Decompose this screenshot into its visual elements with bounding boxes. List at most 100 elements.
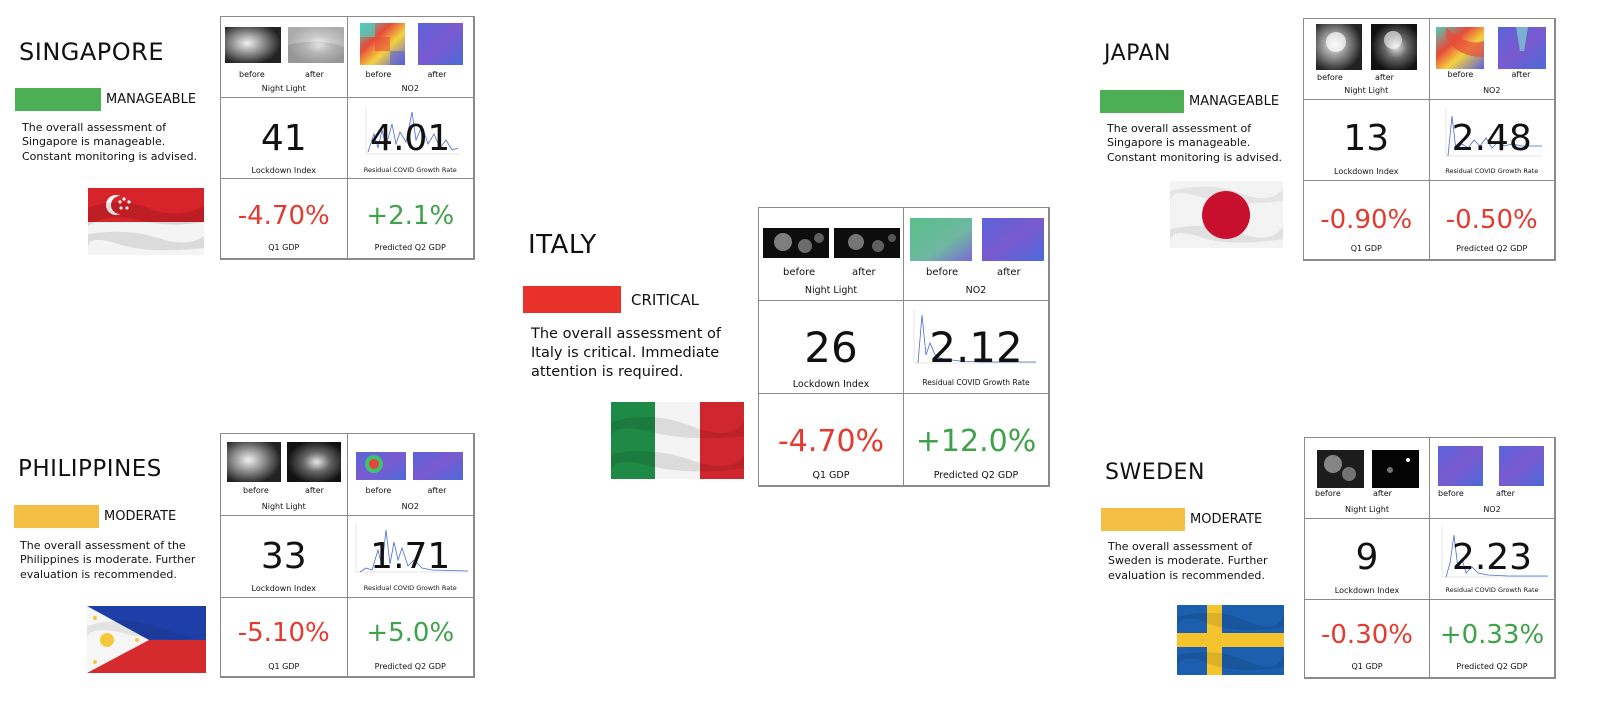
- before-label: before: [926, 267, 959, 278]
- q1-gdp-caption: Q1 GDP: [1351, 662, 1383, 671]
- q2-gdp-cell: +12.0% Predicted Q2 GDP: [903, 393, 1049, 486]
- status-label: CRITICAL: [631, 290, 699, 309]
- after-label: after: [305, 486, 324, 495]
- lockdown-index-value: 41: [260, 118, 307, 159]
- q2-gdp-caption: Predicted Q2 GDP: [933, 470, 1019, 481]
- q1-gdp-cell: -4.70% Q1 GDP: [758, 393, 904, 486]
- residual-growth-value: 2.23: [1451, 537, 1533, 578]
- after-label: after: [852, 267, 876, 278]
- status-label: MANAGEABLE: [106, 92, 197, 107]
- no2-before-image: [910, 218, 972, 261]
- q1-gdp-cell: -4.70% Q1 GDP: [220, 178, 348, 259]
- country-name: JAPAN: [1104, 41, 1172, 66]
- q2-gdp-value: +12.0%: [915, 424, 1037, 459]
- q1-gdp-value: -0.30%: [1321, 620, 1413, 650]
- status-row: MODERATE: [1101, 508, 1262, 531]
- lockdown-index-caption: Lockdown Index: [1334, 167, 1399, 176]
- q1-gdp-value: -4.70%: [237, 201, 330, 231]
- residual-growth-value: 2.12: [929, 323, 1023, 372]
- q2-gdp-value: +5.0%: [366, 618, 455, 648]
- lockdown-cell: 13 Lockdown Index: [1303, 99, 1430, 181]
- q1-gdp-cell: -0.30% Q1 GDP: [1304, 599, 1430, 678]
- before-label: before: [1447, 70, 1474, 79]
- residual-cell: 2.23 Residual COVID Growth Rate: [1429, 518, 1555, 600]
- status-row: CRITICAL: [523, 286, 699, 313]
- before-label: before: [783, 267, 816, 278]
- lockdown-index-caption: Lockdown Index: [792, 379, 870, 390]
- assessment-text: The overall assessment of the Philippine…: [20, 539, 196, 581]
- night-light-after-image: [287, 442, 341, 482]
- night-light-caption: Night Light: [261, 84, 306, 93]
- lockdown-cell: 33 Lockdown Index: [220, 515, 348, 598]
- japan-flag: [1170, 181, 1283, 248]
- status-label: MODERATE: [1190, 512, 1263, 527]
- no2-caption: NO2: [965, 285, 987, 296]
- residual-cell: 1.71 Residual COVID Growth Rate: [346, 515, 474, 598]
- night-light-caption: Night Light: [261, 502, 306, 511]
- status-row: MANAGEABLE: [15, 88, 196, 111]
- status-row: MODERATE: [14, 505, 176, 528]
- no2-cell: before after NO2: [346, 433, 474, 516]
- before-label: before: [1315, 489, 1341, 498]
- before-label: before: [365, 70, 392, 79]
- no2-cell: before after NO2: [903, 207, 1049, 301]
- no2-caption: NO2: [1483, 86, 1501, 95]
- night-light-cell: before after Night Light: [220, 433, 348, 516]
- residual-cell: 2.12 Residual COVID Growth Rate: [903, 300, 1049, 394]
- no2-caption: NO2: [401, 84, 419, 93]
- before-label: before: [239, 70, 265, 79]
- night-light-before-image: [225, 27, 281, 63]
- status-badge: [1101, 508, 1185, 531]
- q2-gdp-cell: -0.50% Predicted Q2 GDP: [1428, 180, 1555, 260]
- lockdown-index-value: 9: [1355, 537, 1379, 578]
- night-light-caption: Night Light: [804, 285, 858, 296]
- no2-before-image: [1438, 446, 1483, 486]
- after-label: after: [1375, 73, 1394, 82]
- no2-before-image: [359, 23, 405, 65]
- q2-gdp-value: -0.50%: [1445, 205, 1538, 235]
- night-light-cell: before after Night Light: [1304, 437, 1430, 519]
- residual-growth-value: 4.01: [370, 118, 451, 159]
- q2-gdp-value: +0.33%: [1439, 620, 1545, 650]
- lockdown-index-caption: Lockdown Index: [251, 584, 316, 593]
- q1-gdp-caption: Q1 GDP: [268, 243, 300, 252]
- q1-gdp-value: -4.70%: [777, 424, 885, 459]
- night-light-cell: before after Night Light: [220, 16, 348, 98]
- metrics-grid: before after Night Light before after NO…: [1304, 437, 1556, 679]
- country-name: SWEDEN: [1105, 460, 1205, 485]
- residual-sparkline: [352, 520, 470, 576]
- q1-gdp-cell: -5.10% Q1 GDP: [220, 597, 348, 677]
- q2-gdp-caption: Predicted Q2 GDP: [374, 243, 446, 252]
- after-label: after: [1496, 489, 1515, 498]
- before-label: before: [1317, 73, 1343, 82]
- q2-gdp-cell: +0.33% Predicted Q2 GDP: [1429, 599, 1555, 678]
- philippines-flag: [87, 606, 206, 673]
- lockdown-cell: 41 Lockdown Index: [220, 97, 348, 179]
- residual-caption: Residual COVID Growth Rate: [1445, 167, 1539, 175]
- lockdown-index-value: 13: [1343, 118, 1390, 159]
- after-label: after: [427, 486, 447, 495]
- no2-cell: before after NO2: [346, 16, 474, 98]
- status-badge: [15, 88, 101, 111]
- no2-after-image: [1499, 446, 1544, 486]
- q2-gdp-cell: +2.1% Predicted Q2 GDP: [346, 178, 474, 259]
- status-badge: [14, 505, 99, 528]
- q2-gdp-caption: Predicted Q2 GDP: [1456, 662, 1528, 671]
- residual-cell: 4.01 Residual COVID Growth Rate: [346, 97, 474, 179]
- country-name: SINGAPORE: [19, 38, 164, 66]
- residual-sparkline: [1438, 523, 1550, 581]
- lockdown-index-caption: Lockdown Index: [251, 166, 316, 175]
- night-light-after-image: [834, 228, 900, 258]
- night-light-after-image: [1372, 450, 1419, 488]
- night-light-before-image: [227, 442, 281, 482]
- residual-growth-value: 2.48: [1451, 118, 1532, 159]
- status-badge: [1100, 90, 1184, 113]
- metrics-grid: before after Night Light before after NO…: [758, 207, 1050, 487]
- no2-before-image: [1435, 27, 1484, 69]
- night-light-after-image: [288, 27, 344, 63]
- assessment-text: The overall assessment of Italy is criti…: [531, 326, 721, 380]
- sweden-flag: [1177, 605, 1284, 675]
- no2-caption: NO2: [401, 502, 419, 511]
- no2-after-image: [412, 452, 463, 480]
- before-label: before: [1438, 489, 1464, 498]
